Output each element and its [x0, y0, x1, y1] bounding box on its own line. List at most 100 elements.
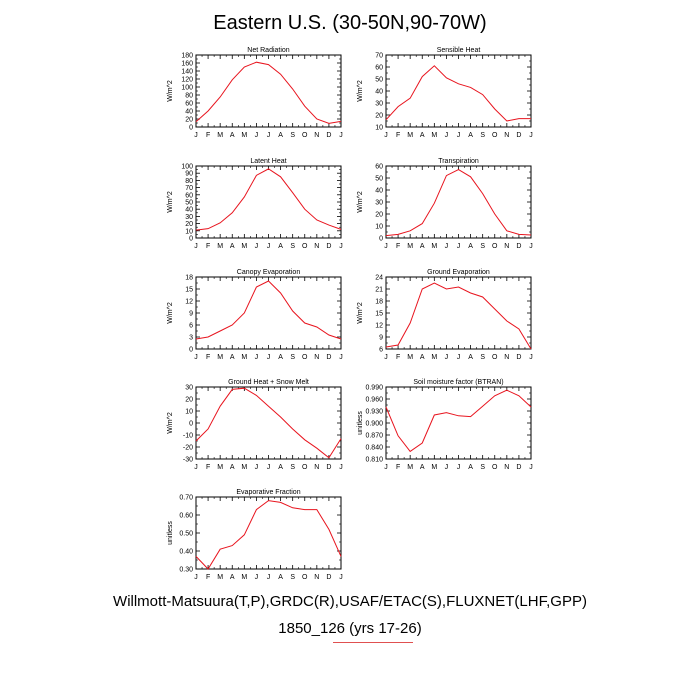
x-tick-label: F: [206, 464, 210, 471]
x-tick-label: J: [255, 464, 259, 471]
x-tick-label: J: [339, 132, 343, 139]
panel-title: Evaporative Fraction: [236, 489, 300, 496]
x-tick-label: F: [396, 243, 400, 250]
x-tick-label: N: [314, 132, 319, 139]
x-tick-label: M: [241, 243, 247, 250]
x-tick-label: J: [445, 243, 449, 250]
y-tick-label: 80: [185, 93, 193, 100]
footer-underline: [333, 642, 413, 643]
x-tick-label: D: [516, 354, 521, 361]
footer-sources: Willmott-Matsuura(T,P),GRDC(R),USAF/ETAC…: [113, 593, 587, 610]
x-tick-label: O: [302, 132, 308, 139]
x-tick-label: A: [230, 574, 235, 581]
x-tick-label: M: [407, 132, 413, 139]
y-tick-label: 9: [189, 311, 193, 318]
y-tick-label: 40: [375, 89, 383, 96]
y-tick-label: 12: [375, 323, 383, 330]
y-tick-label: 6: [189, 323, 193, 330]
y-axis-label: W/m^2: [167, 302, 174, 324]
y-tick-label: 100: [181, 85, 193, 92]
x-tick-label: J: [457, 132, 461, 139]
x-tick-label: F: [396, 132, 400, 139]
panel-title: Latent Heat: [250, 158, 286, 165]
x-tick-label: J: [255, 132, 259, 139]
y-axis-label: W/m^2: [357, 80, 364, 102]
x-tick-label: N: [314, 464, 319, 471]
x-tick-label: F: [206, 243, 210, 250]
x-tick-label: J: [267, 574, 271, 581]
x-tick-label: A: [468, 243, 473, 250]
x-tick-label: M: [217, 464, 223, 471]
x-tick-label: J: [384, 132, 388, 139]
x-tick-label: N: [314, 574, 319, 581]
y-tick-label: 10: [375, 224, 383, 231]
plot-frame: [195, 54, 342, 128]
y-tick-label: 0.900: [365, 421, 383, 428]
y-tick-label: 0.870: [365, 433, 383, 440]
y-tick-label: 0.30: [179, 567, 193, 574]
y-axis-label: unitless: [357, 411, 364, 435]
x-tick-label: J: [529, 464, 533, 471]
y-tick-label: 0: [189, 347, 193, 354]
y-tick-label: 30: [185, 385, 193, 392]
x-tick-label: S: [290, 354, 295, 361]
plot-frame: [385, 165, 532, 239]
x-tick-label: D: [326, 574, 331, 581]
y-tick-label: 50: [185, 200, 193, 207]
x-tick-label: N: [314, 354, 319, 361]
y-tick-label: 30: [185, 214, 193, 221]
series-line: [195, 500, 342, 570]
x-tick-label: N: [504, 354, 509, 361]
plot-frame: [195, 386, 342, 460]
y-tick-label: 20: [375, 113, 383, 120]
x-tick-label: J: [255, 243, 259, 250]
series-line: [195, 387, 342, 459]
y-tick-label: 40: [375, 188, 383, 195]
x-tick-label: M: [431, 243, 437, 250]
x-tick-label: F: [396, 464, 400, 471]
panel-title: Net Radiation: [247, 47, 290, 54]
y-tick-label: 10: [375, 125, 383, 132]
x-tick-label: A: [420, 354, 425, 361]
y-axis-label: W/m^2: [167, 80, 174, 102]
x-tick-label: J: [194, 354, 198, 361]
panel-title: Ground Evaporation: [427, 269, 490, 276]
y-tick-label: 0: [189, 236, 193, 243]
x-tick-label: O: [492, 354, 498, 361]
x-tick-label: A: [278, 243, 283, 250]
y-tick-label: 40: [185, 207, 193, 214]
x-tick-label: O: [492, 243, 498, 250]
y-axis-label: W/m^2: [167, 412, 174, 434]
y-tick-label: 70: [375, 53, 383, 60]
x-tick-label: M: [431, 354, 437, 361]
plot-frame: [385, 54, 532, 128]
y-tick-label: 0: [379, 236, 383, 243]
panel-title: Soil moisture factor (BTRAN): [413, 379, 503, 386]
y-tick-label: 30: [375, 101, 383, 108]
y-tick-label: 60: [375, 65, 383, 72]
series-line: [195, 61, 342, 124]
x-tick-label: S: [290, 243, 295, 250]
x-tick-label: J: [194, 132, 198, 139]
x-tick-label: A: [230, 464, 235, 471]
x-tick-label: J: [445, 132, 449, 139]
x-tick-label: J: [529, 354, 533, 361]
panel-title: Sensible Heat: [437, 47, 481, 54]
x-tick-label: F: [206, 354, 210, 361]
x-tick-label: D: [326, 464, 331, 471]
x-tick-label: O: [302, 574, 308, 581]
x-tick-label: M: [217, 132, 223, 139]
x-tick-label: D: [516, 132, 521, 139]
panel-title: Canopy Evaporation: [237, 269, 301, 276]
series-line: [385, 169, 532, 237]
y-tick-label: 160: [181, 61, 193, 68]
x-tick-label: N: [504, 464, 509, 471]
x-tick-label: F: [206, 574, 210, 581]
y-tick-label: 90: [185, 171, 193, 178]
y-tick-label: 180: [181, 53, 193, 60]
x-tick-label: J: [384, 354, 388, 361]
y-tick-label: 100: [181, 164, 193, 171]
x-tick-label: A: [420, 464, 425, 471]
